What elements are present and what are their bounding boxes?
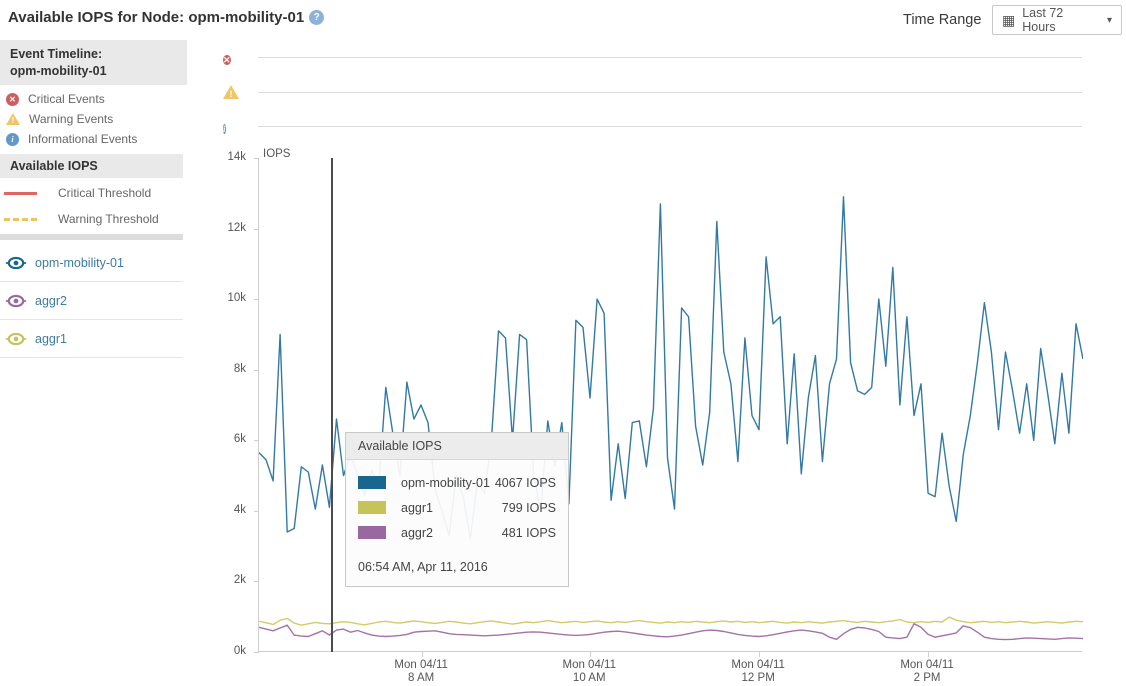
tooltip-series-name: opm-mobility-01 bbox=[401, 476, 490, 490]
warning-threshold-line-swatch bbox=[4, 217, 37, 221]
y-axis-tick bbox=[254, 299, 259, 301]
y-axis-tick bbox=[254, 440, 259, 442]
chart-tooltip: Available IOPS opm-mobility-01 4067 IOPS… bbox=[345, 432, 569, 587]
info-circle-icon: i bbox=[6, 132, 19, 146]
available-iops-header: Available IOPS bbox=[0, 154, 183, 178]
critical-events-timeline bbox=[258, 57, 1082, 58]
critical-circle-x-icon: ✕ bbox=[6, 92, 19, 106]
info-events-timeline bbox=[258, 126, 1082, 127]
x-axis-tick-label: Mon 04/11 10 AM bbox=[562, 659, 616, 684]
critical-events-row-icon: ✕ bbox=[223, 50, 238, 65]
warning-events-row-icon: ! bbox=[223, 85, 239, 100]
y-axis-tick-label: 10k bbox=[227, 292, 246, 305]
x-axis: Mon 04/11 8 AM Mon 04/11 10 AM Mon 04/11 12 P… bbox=[258, 659, 1082, 686]
chevron-down-icon: ▾ bbox=[1106, 14, 1112, 26]
critical-threshold-line-swatch bbox=[4, 191, 37, 195]
legend-warning-events: ! Warning Events bbox=[6, 110, 113, 128]
legend-warning-events-label: Warning Events bbox=[29, 112, 114, 126]
legend-warning-threshold: Warning Threshold bbox=[4, 208, 184, 230]
tooltip-series-name: aggr1 bbox=[401, 501, 433, 515]
x-axis-tick-label: Mon 04/11 8 AM bbox=[394, 659, 448, 684]
series-color-swatch bbox=[358, 476, 386, 489]
critical-circle-x-icon: ✕ bbox=[223, 55, 231, 65]
y-axis-tick bbox=[254, 581, 259, 583]
info-events-row-icon: i bbox=[223, 119, 238, 134]
y-axis-tick-label: 6k bbox=[233, 433, 246, 446]
y-axis-tick bbox=[254, 228, 259, 230]
sidebar-item-label: aggr2 bbox=[35, 293, 67, 308]
tooltip-series-name: aggr2 bbox=[401, 526, 433, 540]
y-axis-tick-label: 4k bbox=[233, 503, 246, 516]
warning-exclamation-glyph: ! bbox=[11, 115, 15, 125]
time-range-label: Time Range bbox=[903, 12, 982, 28]
time-range-value: Last 72 Hours bbox=[1022, 6, 1064, 34]
x-axis-tick bbox=[422, 651, 424, 657]
time-range-dropdown[interactable]: ▦ Last 72 Hours ▾ bbox=[992, 5, 1122, 35]
x-axis-tick-label: Mon 04/11 2 PM bbox=[900, 659, 954, 684]
tooltip-body: opm-mobility-01 4067 IOPS aggr1 799 IOPS… bbox=[346, 460, 568, 552]
sidebar-item-label: aggr1 bbox=[35, 331, 67, 346]
critical-threshold-label: Critical Threshold bbox=[58, 186, 152, 200]
y-axis: 14k 12k 10k 8k 6k 4k 2k 0k bbox=[214, 151, 252, 657]
tooltip-series-value: 481 IOPS bbox=[501, 526, 556, 540]
x-axis-tick bbox=[590, 651, 592, 657]
y-axis-tick bbox=[254, 652, 259, 653]
warning-threshold-label: Warning Threshold bbox=[58, 212, 159, 226]
x-axis-tick bbox=[928, 651, 930, 657]
x-axis-tick bbox=[759, 651, 761, 657]
info-circle-icon: i bbox=[223, 124, 226, 134]
chart-plot-area[interactable] bbox=[254, 158, 1083, 657]
legend-critical-events: ✕ Critical Events bbox=[6, 90, 105, 108]
event-timeline-header-line1: Event Timeline: bbox=[10, 47, 103, 61]
sidebar-item-aggr2[interactable]: aggr2 bbox=[0, 282, 183, 320]
tooltip-row-aggr2: aggr2 481 IOPS bbox=[358, 525, 556, 541]
series-line-aggr1 bbox=[259, 616, 1083, 626]
warning-exclamation-glyph: ! bbox=[229, 89, 233, 99]
calendar-icon: ▦ bbox=[1002, 12, 1016, 28]
help-icon[interactable]: ? bbox=[309, 10, 325, 25]
tooltip-timestamp: 06:54 AM, Apr 11, 2016 bbox=[358, 560, 488, 574]
warning-triangle-shape bbox=[6, 112, 20, 125]
y-axis-tick bbox=[254, 510, 259, 512]
event-timeline-header: Event Timeline: opm-mobility-01 bbox=[0, 40, 187, 85]
sidebar-item-opm-mobility-01[interactable]: opm-mobility-01 bbox=[0, 244, 183, 282]
series-line-aggr2 bbox=[259, 623, 1083, 641]
series-color-swatch bbox=[358, 501, 386, 514]
page-title-text: Available IOPS for Node: opm-mobility-01 bbox=[8, 9, 305, 26]
y-axis-title: IOPS bbox=[263, 148, 291, 160]
legend-critical-events-label: Critical Events bbox=[28, 92, 105, 106]
warning-events-timeline bbox=[258, 92, 1082, 93]
sidebar-item-aggr1[interactable]: aggr1 bbox=[0, 320, 183, 358]
eye-icon bbox=[5, 294, 27, 307]
x-axis-tick-label: Mon 04/11 12 PM bbox=[731, 659, 785, 684]
y-axis-tick-label: 8k bbox=[233, 362, 246, 375]
y-axis-tick-label: 0k bbox=[233, 645, 246, 657]
series-color-swatch bbox=[358, 526, 386, 539]
eye-icon bbox=[5, 256, 27, 269]
y-axis-tick-label: 2k bbox=[233, 574, 246, 587]
sidebar-divider bbox=[0, 234, 183, 240]
legend-critical-threshold: Critical Threshold bbox=[4, 182, 184, 204]
y-axis-tick-label: 12k bbox=[227, 221, 246, 234]
warning-triangle-shape bbox=[223, 85, 239, 99]
page-title: Available IOPS for Node: opm-mobility-01… bbox=[8, 9, 325, 26]
tooltip-row-opm-mobility-01: opm-mobility-01 4067 IOPS bbox=[358, 475, 556, 491]
tooltip-row-aggr1: aggr1 799 IOPS bbox=[358, 500, 556, 516]
hover-cursor-line[interactable] bbox=[331, 158, 334, 652]
y-axis-tick bbox=[254, 369, 259, 371]
tooltip-series-value: 4067 IOPS bbox=[494, 476, 556, 490]
event-timeline-header-line2: opm-mobility-01 bbox=[10, 64, 107, 78]
y-axis-tick bbox=[254, 158, 259, 159]
tooltip-title: Available IOPS bbox=[346, 433, 568, 460]
legend-informational-events: i Informational Events bbox=[6, 130, 137, 148]
y-axis-tick-label: 14k bbox=[227, 151, 246, 163]
eye-icon bbox=[5, 332, 27, 345]
legend-informational-events-label: Informational Events bbox=[28, 132, 138, 146]
warning-triangle-icon: ! bbox=[6, 112, 20, 126]
sidebar-item-label: opm-mobility-01 bbox=[35, 255, 124, 270]
tooltip-series-value: 799 IOPS bbox=[501, 501, 556, 515]
